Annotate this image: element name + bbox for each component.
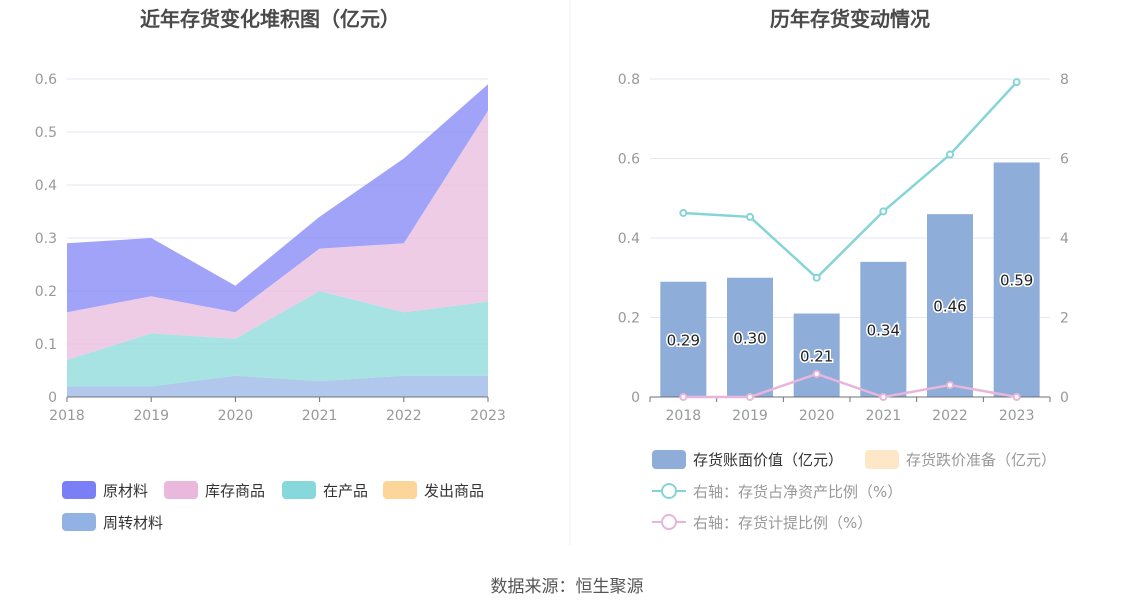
bar-y2-tick-label: 8 bbox=[1060, 72, 1069, 88]
line-point-ratio_line bbox=[679, 208, 688, 217]
legend-label-impairment: 存货跌价准备（亿元） bbox=[906, 451, 1056, 469]
line-point-ratio_line bbox=[1012, 78, 1021, 87]
area-x-tick-label: 2023 bbox=[470, 408, 506, 424]
bar-y-tick-label: 0.4 bbox=[618, 231, 640, 247]
line-point-ratio_line bbox=[746, 212, 754, 221]
area-x-tick-label: 2020 bbox=[218, 408, 254, 424]
bar-y2-tick-label: 0 bbox=[1060, 390, 1069, 406]
line-point-provision_line bbox=[946, 381, 954, 390]
bar-inventory-value bbox=[993, 162, 1040, 397]
line-point-ratio_line bbox=[879, 207, 888, 216]
legend-swatch-impairment bbox=[865, 450, 899, 469]
area-series-raw_material bbox=[67, 84, 488, 313]
area-y-tick-label: 0.4 bbox=[35, 178, 57, 194]
bar-y-tick-label: 0.6 bbox=[618, 152, 640, 168]
bar-y2-tick-label: 2 bbox=[1060, 311, 1069, 327]
line-point-provision_line bbox=[679, 393, 688, 401]
area-x-tick-label: 2022 bbox=[386, 408, 422, 424]
bar-value-label: 0.46 bbox=[933, 298, 966, 316]
bar-y-tick-label: 0.2 bbox=[618, 311, 640, 327]
bar-inventory-value bbox=[860, 261, 907, 397]
area-y-tick-label: 0 bbox=[48, 390, 57, 406]
legend-swatch-shipped_goods bbox=[383, 481, 417, 499]
legend-swatch-turnover_material bbox=[62, 513, 96, 531]
bar-value-label: 0.30 bbox=[733, 329, 766, 347]
bar-x-tick-label: 2018 bbox=[666, 408, 702, 424]
bar-y-tick-label: 0.8 bbox=[618, 72, 640, 88]
line-point-provision_line bbox=[879, 393, 888, 401]
bar-inventory-value bbox=[727, 277, 773, 397]
area-y-tick-label: 0.3 bbox=[35, 231, 57, 247]
bar-inventory-value bbox=[660, 281, 707, 397]
bar-value-label: 0.21 bbox=[800, 347, 833, 365]
legend-label-shipped_goods: 发出商品 bbox=[424, 482, 484, 500]
legend-label-ratio_line: 右轴：存货占净资产比例（%） bbox=[693, 483, 902, 501]
bar-x-tick-label: 2019 bbox=[732, 408, 768, 424]
legend-marker-provision_line bbox=[661, 514, 677, 530]
bar-x-tick-label: 2023 bbox=[999, 408, 1035, 424]
legend-swatch-raw_material bbox=[62, 481, 96, 499]
line-point-ratio_line bbox=[812, 273, 821, 282]
bar-x-tick-label: 2021 bbox=[866, 408, 902, 424]
data-source-note: 数据来源：恒生聚源 bbox=[490, 577, 644, 597]
legend-label-provision_line: 右轴：存货计提比例（%） bbox=[693, 514, 872, 532]
legend-label-wip: 在产品 bbox=[323, 482, 368, 500]
legend-label-raw_material: 原材料 bbox=[103, 482, 148, 500]
area-x-tick-label: 2018 bbox=[49, 408, 85, 424]
area-y-tick-label: 0.5 bbox=[35, 125, 57, 141]
line-point-provision_line bbox=[746, 393, 754, 401]
bar-y-tick-label: 0 bbox=[631, 390, 640, 406]
bar-value-label: 0.59 bbox=[1000, 272, 1033, 290]
legend-swatch-bar bbox=[652, 450, 686, 469]
bar-value-label: 0.29 bbox=[667, 331, 700, 349]
bar-value-label: 0.34 bbox=[867, 321, 900, 339]
bar-y2-tick-label: 6 bbox=[1060, 152, 1069, 168]
area-x-tick-label: 2019 bbox=[133, 408, 169, 424]
area-series-wip bbox=[67, 291, 488, 387]
line-point-provision_line bbox=[812, 369, 821, 378]
area-chart-title: 近年存货变化堆积图（亿元） bbox=[140, 7, 400, 31]
bar-chart-title: 历年存货变动情况 bbox=[770, 7, 930, 31]
line-series-ratio_line bbox=[683, 81, 1018, 280]
area-series-inventory_goods bbox=[67, 110, 488, 360]
legend-label-inventory_goods: 库存商品 bbox=[205, 482, 265, 500]
line-series-provision_line bbox=[683, 372, 1017, 399]
area-x-tick-label: 2021 bbox=[302, 408, 338, 424]
legend-swatch-inventory_goods bbox=[164, 481, 198, 499]
area-y-tick-label: 0.1 bbox=[35, 337, 57, 353]
bar-y2-tick-label: 4 bbox=[1060, 231, 1069, 247]
area-y-tick-label: 0.6 bbox=[35, 72, 57, 88]
legend-marker-ratio_line bbox=[661, 483, 677, 499]
line-point-ratio_line bbox=[946, 150, 954, 159]
area-series-turnover_material bbox=[67, 375, 488, 397]
line-point-provision_line bbox=[1012, 393, 1021, 401]
legend-label-bar: 存货账面价值（亿元） bbox=[693, 451, 843, 469]
bar-inventory-value bbox=[793, 313, 840, 397]
legend-label-turnover_material: 周转材料 bbox=[103, 514, 163, 532]
legend-swatch-wip bbox=[282, 481, 316, 499]
area-y-tick-label: 0.2 bbox=[35, 284, 57, 300]
bar-x-tick-label: 2022 bbox=[932, 408, 968, 424]
bar-x-tick-label: 2020 bbox=[799, 408, 835, 424]
bar-inventory-value bbox=[927, 214, 973, 397]
